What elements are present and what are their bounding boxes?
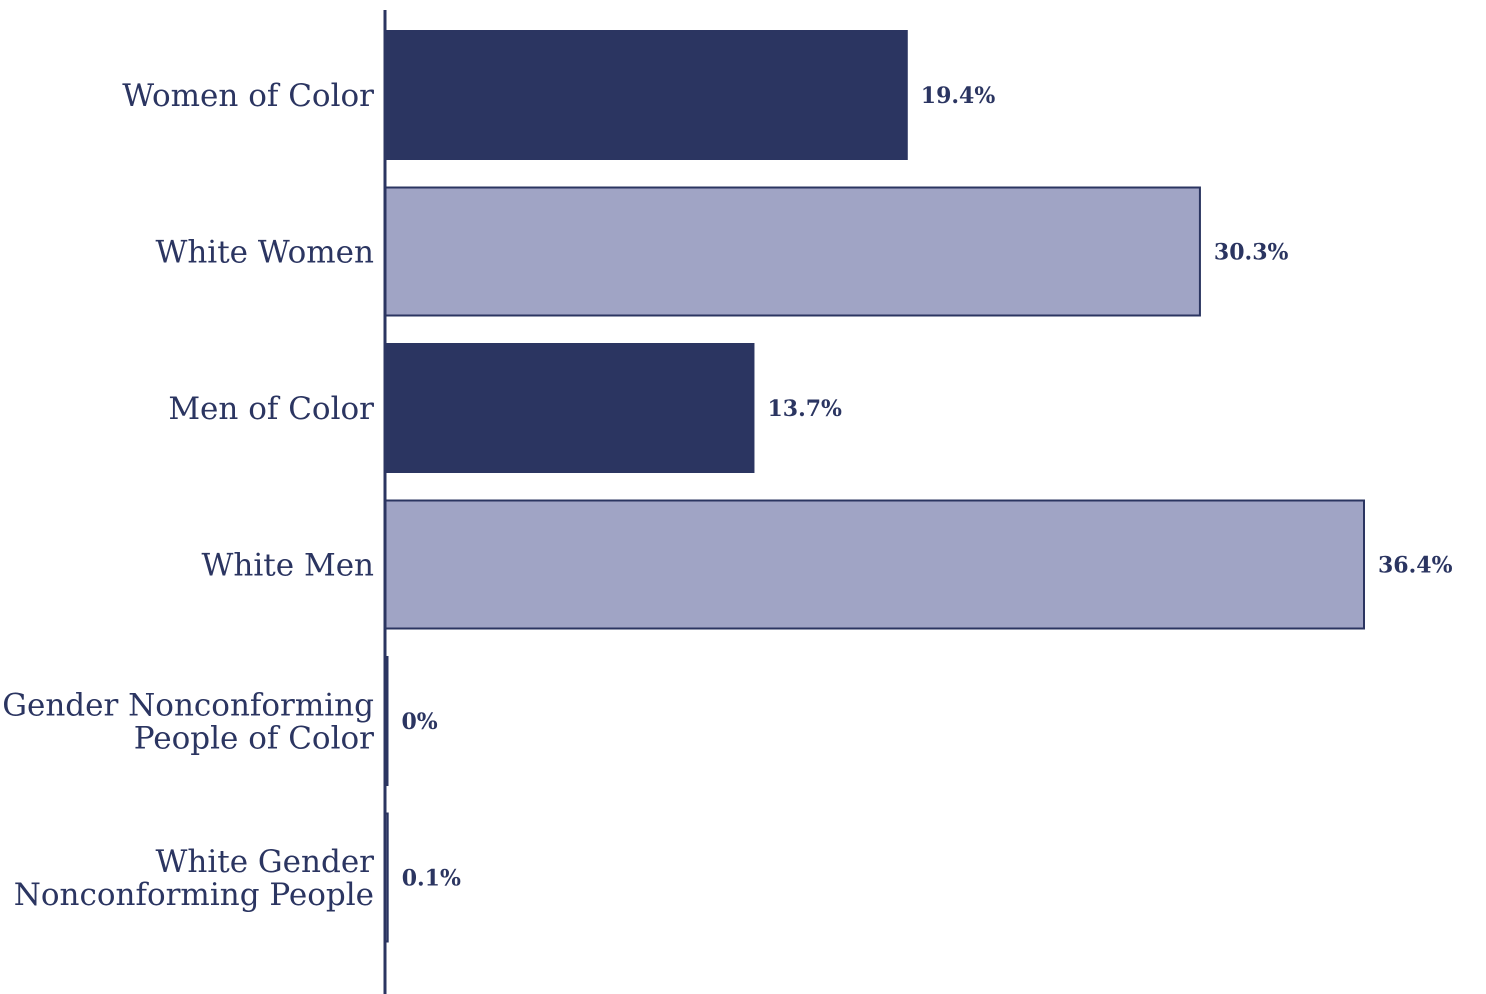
value-label-3: 36.4% [1378,553,1453,579]
value-label-2: 13.7% [767,396,842,422]
category-label-line: Nonconforming People [14,877,374,913]
category-label-line: Men of Color [168,391,374,427]
bar-2 [384,343,755,473]
category-label-0: Women of Color [122,78,374,114]
category-label-1: White Women [155,235,374,271]
value-labels-group: 19.4% 30.3% 13.7% 36.4% 0% 0.1% [402,83,1453,892]
category-label-line: White Gender [156,844,375,880]
category-label-line: White Women [155,235,374,271]
bar-3 [384,499,1365,630]
category-label-2: Men of Color [168,391,374,427]
category-label-5: White Gender Nonconforming People [14,844,374,913]
category-labels-group: Women of Color White Women Men of Color Whi… [2,78,374,913]
value-label-5: 0.1% [402,866,461,892]
bar-1 [384,186,1201,317]
category-label-line: White Men [202,548,374,584]
bars-group [384,30,1365,943]
value-label-0: 19.4% [921,83,996,109]
category-label-line: Gender Nonconforming [2,688,374,724]
category-label-3: White Men [202,548,374,584]
value-label-1: 30.3% [1214,240,1289,266]
category-label-4: Gender Nonconforming People of Color [2,688,374,757]
category-label-line: Women of Color [122,78,374,114]
value-label-4: 0% [402,709,438,735]
category-label-line: People of Color [134,721,374,757]
bar-0 [384,30,908,160]
